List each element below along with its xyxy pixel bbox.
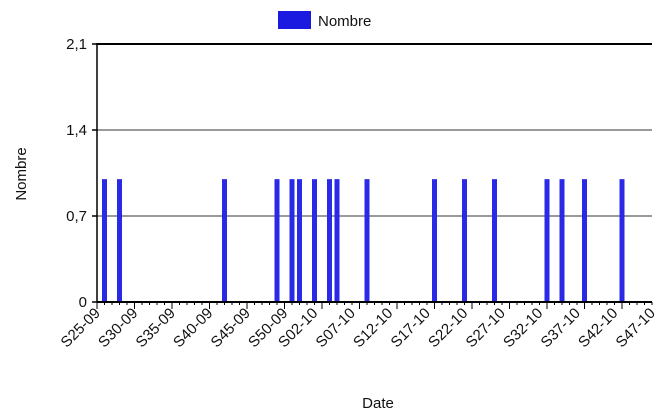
x-tick-label: S45-09: [208, 305, 254, 351]
bar: [327, 179, 332, 302]
bars: [102, 179, 625, 302]
bar: [289, 179, 295, 302]
y-tick-label: 0: [79, 294, 87, 311]
x-tick-label: S35-09: [133, 305, 179, 351]
bar: [559, 179, 565, 302]
x-tick-label: S32-10: [500, 305, 546, 351]
axes: [96, 43, 652, 303]
bar: [619, 179, 625, 302]
bar: [432, 179, 437, 302]
x-tick-label: S07-10: [313, 305, 359, 351]
y-tick-label: 2,1: [66, 36, 87, 53]
x-tick-label: S37-10: [538, 305, 584, 351]
x-tick-label: S42-10: [575, 305, 621, 351]
legend[interactable]: Nombre: [278, 11, 371, 30]
y-tick-label: 0,7: [66, 208, 87, 225]
bar: [312, 179, 317, 302]
legend-label: Nombre: [318, 13, 371, 30]
x-tick-label: S25-09: [58, 305, 104, 351]
bar: [117, 179, 122, 302]
bar: [544, 179, 550, 302]
x-tick-label: S22-10: [425, 305, 471, 351]
x-axis-title: Date: [362, 395, 394, 412]
bar: [462, 179, 467, 302]
x-tick-label: S12-10: [350, 305, 396, 351]
y-tick-label: 1,4: [66, 122, 87, 139]
bar: [297, 179, 302, 302]
bar: [222, 179, 227, 302]
x-ticks: S25-09S30-09S35-09S40-09S45-09S50-09S02-…: [58, 302, 656, 351]
bar: [492, 179, 497, 302]
x-tick-label: S17-10: [388, 305, 434, 351]
bar: [364, 179, 370, 302]
bar: [334, 179, 340, 302]
y-axis-title: Nombre: [13, 147, 30, 200]
bar: [582, 179, 587, 302]
x-tick-label: S30-09: [95, 305, 141, 351]
bar: [102, 179, 107, 302]
grid-lines: [97, 43, 652, 217]
x-tick-label: S27-10: [463, 305, 509, 351]
legend-swatch: [278, 11, 311, 29]
x-tick-label: S47-10: [613, 305, 656, 351]
bar: [274, 179, 280, 302]
y-ticks: 0 0,7 1,4 2,1: [66, 36, 97, 311]
x-tick-label: S40-09: [170, 305, 216, 351]
